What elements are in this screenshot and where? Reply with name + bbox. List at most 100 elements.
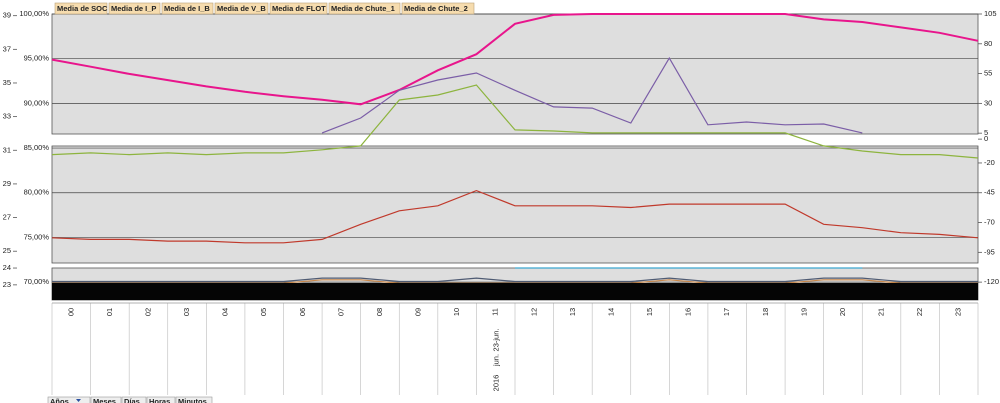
series-line <box>51 189 979 244</box>
x-tick-label: 18 <box>761 308 770 316</box>
x-tick-label: 20 <box>838 308 847 316</box>
period-button-label: Minutos <box>178 397 207 403</box>
y3-tick-label: 37 <box>3 44 11 53</box>
y2-tick-label: -120 <box>984 277 999 286</box>
y3-tick-label: 27 <box>3 213 11 222</box>
y3-tick-label: 39 <box>3 11 11 20</box>
x-tick-label: 22 <box>915 308 924 316</box>
period-button[interactable]: Minutos <box>175 396 213 403</box>
y2-tick-label: 55 <box>984 69 992 78</box>
y-tick-label: 95,00% <box>24 54 50 63</box>
date-label: 2016 <box>492 375 501 392</box>
y2-tick-label: 105 <box>984 9 997 18</box>
y-tick-label: 80,00% <box>24 188 50 197</box>
y2-tick-label: 30 <box>984 98 992 107</box>
y2-tick-label: 80 <box>984 39 992 48</box>
plot-background <box>51 13 979 301</box>
period-button-bg <box>175 396 213 403</box>
x-tick-label: 14 <box>606 308 615 316</box>
period-button-label: Horas <box>149 397 170 403</box>
period-button-label: Años <box>50 397 69 403</box>
y2-tick-label: -45 <box>984 188 995 197</box>
y2-tick-label: 0 <box>984 134 988 143</box>
field-button-bg <box>269 2 328 15</box>
y2-tick-label: -95 <box>984 247 995 256</box>
field-button-bg <box>401 2 475 15</box>
series-line <box>321 56 863 134</box>
period-button-bg <box>90 396 122 403</box>
period-button-bg <box>146 396 176 403</box>
x-tick-label: 15 <box>645 308 654 316</box>
y2-tick-label: -20 <box>984 158 995 167</box>
y-tick-label: 70,00% <box>24 277 50 286</box>
y3-tick-label: 35 <box>3 78 11 87</box>
x-tick-label: 07 <box>336 308 345 316</box>
field-button-label: Media de I_P <box>111 4 156 13</box>
y2-tick-label: -70 <box>984 218 995 227</box>
field-button[interactable]: Media de V_B <box>214 2 269 15</box>
field-button[interactable]: Media de I_P <box>108 2 161 15</box>
series-line <box>52 277 978 283</box>
field-button[interactable]: Media de I_B <box>161 2 214 15</box>
x-tick-label: 19 <box>799 308 808 316</box>
x-tick-label: 09 <box>414 308 423 316</box>
x-tick-label: 01 <box>105 308 114 316</box>
field-button[interactable]: Media de Chute_1 <box>328 2 401 15</box>
field-button[interactable]: Media de SOC <box>54 2 108 15</box>
period-button-label: Meses <box>93 397 116 403</box>
y-tick-label: 90,00% <box>24 98 50 107</box>
field-button-bg <box>214 2 269 15</box>
field-button-label: Media de FLOT <box>272 4 326 13</box>
field-button-label: Media de SOC <box>57 4 108 13</box>
x-tick-label: 11 <box>491 308 500 316</box>
x-tick-label: 00 <box>66 308 75 316</box>
field-button-bg <box>108 2 161 15</box>
period-button-bg <box>121 396 147 403</box>
field-button-bg <box>328 2 401 15</box>
period-button-label: Días <box>124 397 140 403</box>
y-tick-label: 100,00% <box>19 9 49 18</box>
field-button-bg <box>54 2 108 15</box>
y3-tick-label: 24 <box>3 263 11 272</box>
x-tick-label: 02 <box>143 308 152 316</box>
y2-tick-label: 5 <box>984 128 988 137</box>
period-button[interactable]: Días <box>121 396 147 403</box>
y3-tick-label: 29 <box>3 179 11 188</box>
period-button[interactable]: Meses <box>90 396 122 403</box>
x-tick-label: 16 <box>684 308 693 316</box>
x-tick-label: 08 <box>375 308 384 316</box>
series-line <box>51 13 979 106</box>
x-tick-label: 21 <box>877 308 886 316</box>
x-tick-label: 12 <box>529 308 538 316</box>
field-button[interactable]: Media de Chute_2 <box>401 2 475 15</box>
y-tick-label: 85,00% <box>24 143 50 152</box>
field-button[interactable]: Media de FLOT <box>269 2 328 15</box>
period-button-bg <box>47 396 91 403</box>
x-tick-label: 13 <box>568 308 577 316</box>
field-button-label: Media de V_B <box>217 4 266 13</box>
period-button[interactable]: Años <box>47 396 91 403</box>
y3-tick-label: 23 <box>3 280 11 289</box>
y3-tick-label: 31 <box>3 145 11 154</box>
period-button[interactable]: Horas <box>146 396 176 403</box>
x-tick-label: 05 <box>259 308 268 316</box>
y-tick-label: 75,00% <box>24 232 50 241</box>
field-button-bg <box>161 2 214 15</box>
y3-tick-label: 25 <box>3 246 11 255</box>
field-button-label: Media de Chute_2 <box>404 4 468 13</box>
dropdown-icon <box>76 399 81 402</box>
series-line <box>51 84 979 159</box>
field-button-label: Media de I_B <box>164 4 210 13</box>
x-tick-label: 04 <box>221 308 230 316</box>
x-tick-label: 17 <box>722 308 731 316</box>
x-tick-label: 10 <box>452 308 461 316</box>
redacted-band <box>52 283 978 300</box>
x-tick-label: 03 <box>182 308 191 316</box>
x-tick-label: 06 <box>298 308 307 316</box>
y3-tick-label: 33 <box>3 112 11 121</box>
x-tick-label: 23 <box>954 308 963 316</box>
field-button-label: Media de Chute_1 <box>331 4 395 13</box>
date-label: jun. <box>492 354 501 367</box>
date-label: 23-jun. <box>492 329 501 352</box>
